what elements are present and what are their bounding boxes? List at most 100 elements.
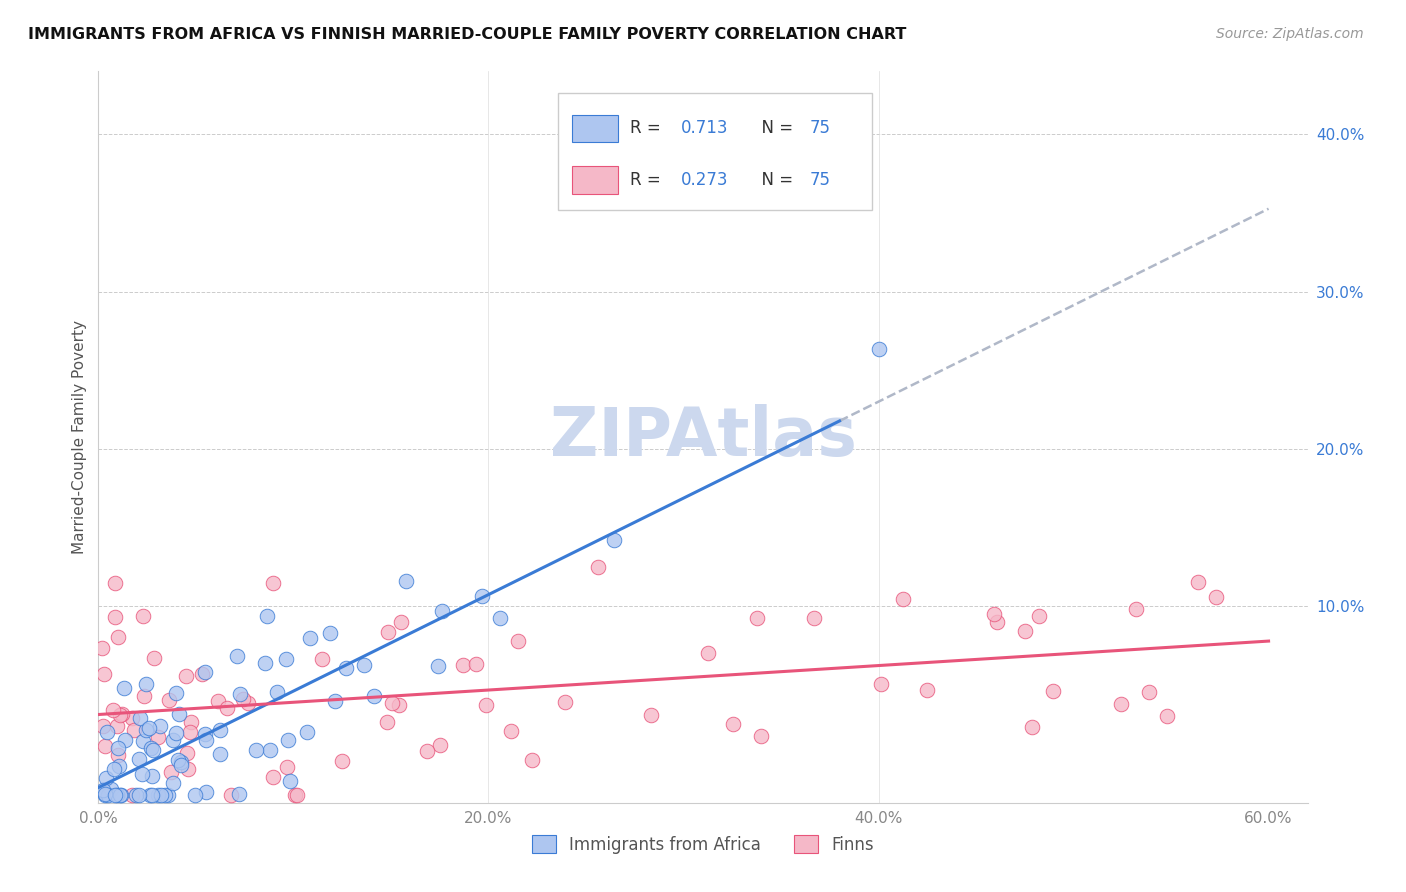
Point xyxy=(429,738,451,752)
Point xyxy=(330,754,353,768)
Point xyxy=(295,724,318,739)
Point xyxy=(499,724,522,739)
Point xyxy=(1156,709,1178,723)
Point xyxy=(869,677,891,691)
Point xyxy=(169,756,191,770)
Point xyxy=(142,743,165,757)
Point xyxy=(208,747,231,762)
Point xyxy=(162,732,184,747)
Point xyxy=(142,651,165,665)
Text: R =: R = xyxy=(630,120,666,137)
Point xyxy=(121,788,143,802)
Point xyxy=(114,732,136,747)
Point xyxy=(254,656,277,670)
Point xyxy=(128,752,150,766)
Point xyxy=(381,696,404,710)
Point xyxy=(1021,720,1043,734)
Point xyxy=(195,732,218,747)
Text: N =: N = xyxy=(751,120,799,137)
Point xyxy=(586,560,609,574)
Point xyxy=(108,759,131,773)
Point xyxy=(104,576,127,591)
Point xyxy=(471,589,494,603)
Point xyxy=(101,703,124,717)
Point xyxy=(146,788,169,802)
Point xyxy=(176,746,198,760)
Y-axis label: Married-Couple Family Poverty: Married-Couple Family Poverty xyxy=(72,320,87,554)
Point xyxy=(1137,684,1160,698)
Point xyxy=(238,696,260,710)
Point xyxy=(262,770,284,784)
Point xyxy=(266,684,288,698)
Point xyxy=(285,788,308,802)
Point xyxy=(475,698,498,713)
Point xyxy=(135,677,157,691)
Point xyxy=(174,668,197,682)
Point xyxy=(165,726,187,740)
Point xyxy=(104,788,127,802)
Point xyxy=(167,706,190,721)
Point xyxy=(1028,608,1050,623)
Text: N =: N = xyxy=(751,170,799,188)
Text: Source: ZipAtlas.com: Source: ZipAtlas.com xyxy=(1216,27,1364,41)
Point xyxy=(1109,697,1132,711)
Point xyxy=(128,711,150,725)
Point xyxy=(1187,574,1209,589)
Point xyxy=(107,630,129,644)
Point xyxy=(139,740,162,755)
Point xyxy=(262,575,284,590)
Point xyxy=(274,651,297,665)
Point xyxy=(335,661,357,675)
Point xyxy=(395,574,418,588)
Point xyxy=(377,625,399,640)
Point xyxy=(96,771,118,785)
Point xyxy=(179,725,201,739)
Point xyxy=(93,783,115,797)
Point xyxy=(125,788,148,802)
Point xyxy=(915,683,938,698)
Point xyxy=(157,693,180,707)
Point xyxy=(696,646,718,660)
Point xyxy=(107,748,129,763)
Point xyxy=(226,648,249,663)
Point xyxy=(640,707,662,722)
Point xyxy=(1042,684,1064,698)
Point xyxy=(299,631,322,645)
Point xyxy=(146,731,169,745)
Point xyxy=(891,592,914,607)
Point xyxy=(138,788,160,802)
Point xyxy=(132,734,155,748)
Point xyxy=(983,607,1005,621)
Point xyxy=(134,689,156,703)
Point xyxy=(190,667,212,681)
Point xyxy=(96,724,118,739)
FancyBboxPatch shape xyxy=(572,166,619,194)
FancyBboxPatch shape xyxy=(558,94,872,211)
Point xyxy=(141,788,163,802)
Point xyxy=(353,658,375,673)
Point xyxy=(319,626,342,640)
Point xyxy=(103,762,125,776)
Point xyxy=(259,743,281,757)
Point xyxy=(180,714,202,729)
Point xyxy=(157,788,180,802)
Text: 0.713: 0.713 xyxy=(682,120,728,137)
Point xyxy=(387,698,409,712)
Point xyxy=(749,729,772,743)
Point xyxy=(745,611,768,625)
Point xyxy=(276,760,298,774)
Point xyxy=(131,766,153,780)
Point xyxy=(207,694,229,708)
Point xyxy=(215,700,238,714)
Point xyxy=(94,739,117,753)
Point xyxy=(94,788,117,802)
Point xyxy=(107,740,129,755)
Point xyxy=(149,788,172,802)
Point xyxy=(160,765,183,780)
Point xyxy=(162,776,184,790)
Legend: Immigrants from Africa, Finns: Immigrants from Africa, Finns xyxy=(526,829,880,860)
Point xyxy=(1125,602,1147,616)
Point xyxy=(723,716,745,731)
Point xyxy=(228,787,250,801)
Point xyxy=(375,715,398,730)
